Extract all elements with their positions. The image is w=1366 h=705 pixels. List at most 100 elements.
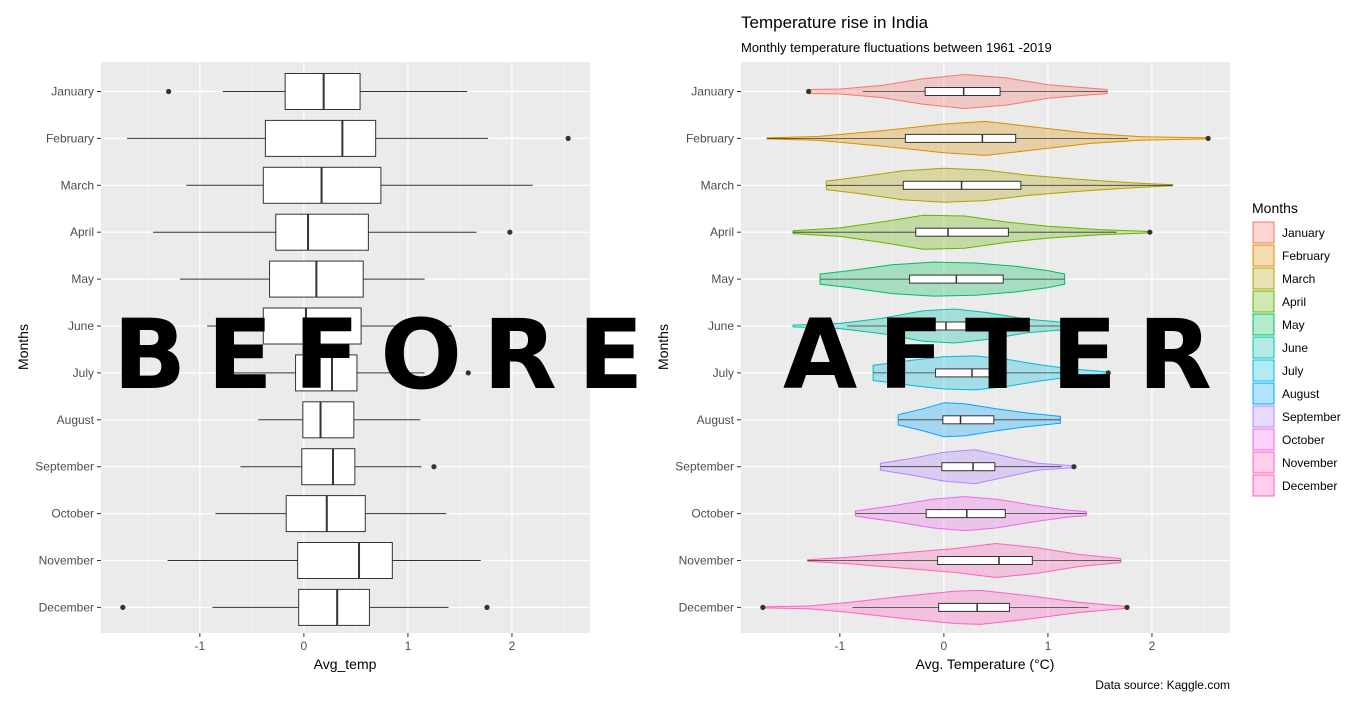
legend-swatch (1252, 405, 1275, 428)
y-tick-label: December (679, 600, 734, 614)
box-body (297, 542, 393, 579)
outlier-point (806, 88, 812, 95)
x-tick-label: 0 (301, 639, 308, 653)
violin-february (766, 120, 1211, 156)
legend-item-january: January (1252, 221, 1325, 244)
legend-swatch (1252, 474, 1275, 497)
x-tick-label: 2 (1149, 639, 1156, 653)
x-tick-label: 0 (941, 639, 948, 653)
inner-box (902, 321, 1002, 331)
outlier-point (431, 464, 437, 470)
x-tick-label: -1 (195, 639, 206, 653)
after-chart-title: Temperature rise in India (741, 13, 929, 32)
outlier-point (1205, 135, 1211, 141)
inner-box (942, 415, 995, 425)
y-tick-label: February (686, 131, 734, 145)
after-overlay-text: AFTER (783, 299, 1233, 411)
legend-label: May (1282, 318, 1305, 332)
violin-june (792, 308, 1106, 344)
legend-swatch (1252, 244, 1275, 267)
legend-swatch (1252, 290, 1275, 313)
legend-swatch (1252, 382, 1275, 405)
inner-box (935, 368, 998, 378)
legend-item-june: June (1252, 336, 1308, 359)
legend-label: April (1282, 295, 1306, 309)
legend-label: January (1282, 226, 1325, 240)
box-body (264, 119, 377, 157)
legend-item-may: May (1252, 313, 1305, 336)
y-tick-label: June (68, 319, 94, 333)
outlier-point (465, 370, 471, 376)
after-x-tick-labels: -1 0 1 2 (835, 633, 1156, 653)
violin-september (879, 449, 1077, 485)
violin-december (760, 589, 1130, 625)
y-tick-label: September (35, 460, 94, 474)
legend-swatch (1252, 451, 1275, 474)
legend-label: September (1282, 410, 1341, 424)
y-tick-label: November (679, 554, 734, 568)
after-y-axis-title: Months (655, 324, 671, 370)
y-tick-label: August (57, 413, 95, 427)
box-december (120, 588, 490, 626)
y-tick-label: May (711, 272, 734, 286)
before-boxes (120, 73, 571, 626)
legend-label: November (1282, 456, 1337, 470)
box-body (302, 401, 355, 439)
outlier-point (166, 88, 172, 95)
inner-box (915, 227, 1009, 237)
before-y-axis-title: Months (15, 324, 31, 370)
box-body (295, 354, 358, 392)
inner-box (938, 602, 1010, 612)
y-tick-label: March (61, 178, 94, 192)
outlier-point (484, 604, 490, 611)
y-tick-label: November (39, 554, 94, 568)
legend-item-march: March (1252, 267, 1315, 290)
legend-label: June (1282, 341, 1308, 355)
box-september (240, 448, 437, 486)
legend-swatch (1252, 313, 1275, 336)
inner-box (904, 133, 1017, 143)
legend-label: July (1282, 364, 1303, 378)
box-body (284, 73, 361, 110)
after-chart-subtitle: Monthly temperature fluctuations between… (741, 40, 1052, 55)
violin-october (854, 496, 1087, 532)
box-july (233, 354, 471, 392)
violin-april (792, 214, 1153, 250)
outlier-point (1124, 604, 1130, 611)
box-april (153, 213, 513, 251)
box-body (275, 213, 369, 251)
y-tick-label: October (691, 507, 734, 521)
legend-label: October (1282, 433, 1325, 447)
box-october (215, 495, 447, 533)
box-november (167, 542, 481, 579)
legend-item-september: September (1252, 405, 1341, 428)
legend-swatch (1252, 267, 1275, 290)
y-tick-label: July (713, 366, 734, 380)
y-tick-label: January (51, 85, 94, 99)
legend-item-october: October (1252, 428, 1325, 451)
inner-box (925, 509, 1006, 519)
legend-entries: January February March April May June July Augu… (1252, 221, 1341, 497)
data-source-caption: Data source: Kaggle.com (1095, 678, 1230, 692)
violin-july (872, 355, 1111, 391)
box-january (166, 73, 468, 110)
legend-swatch (1252, 359, 1275, 382)
legend: Months JanuaryFebruaryMarchAprilMayJuneJ… (1252, 200, 1341, 497)
inner-box (941, 462, 996, 472)
violin-january (806, 74, 1108, 109)
y-tick-label: October (51, 507, 94, 521)
box-body (285, 495, 366, 533)
legend-item-february: February (1252, 244, 1330, 267)
legend-item-august: August (1252, 382, 1320, 405)
y-tick-label: September (675, 460, 734, 474)
y-tick-label: January (691, 85, 734, 99)
after-x-axis-title: Avg. Temperature (°C) (916, 656, 1055, 672)
x-tick-label: 1 (405, 639, 412, 653)
outlier-point (760, 604, 766, 611)
after-y-tick-labels: January February March April May June July Augu… (675, 85, 741, 614)
y-tick-label: April (70, 225, 94, 239)
before-y-tick-labels: January February March April May June July Augu… (35, 85, 101, 614)
legend-item-december: December (1252, 474, 1337, 497)
legend-swatch (1252, 336, 1275, 359)
